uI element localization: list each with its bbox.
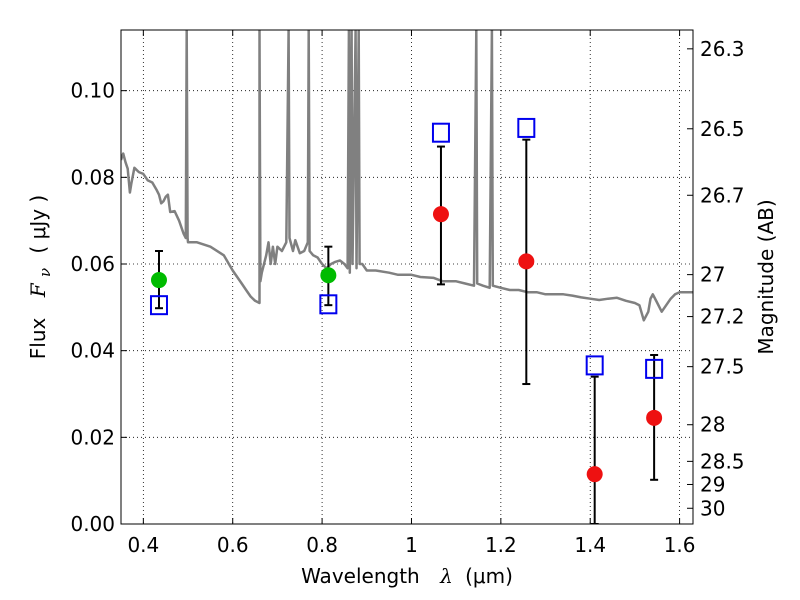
x-tick-label: 1.2 <box>485 533 517 557</box>
model-square-marker <box>517 117 536 138</box>
plot-area-background <box>121 30 693 524</box>
y-axis-label-prefix: Flux <box>26 317 50 359</box>
x-tick-label: 1.6 <box>664 533 696 557</box>
right-tick-label: 29 <box>700 472 725 496</box>
x-axis-label-prefix: Wavelength <box>301 564 420 588</box>
right-tick-label: 26.7 <box>700 183 745 207</box>
x-tick-label: 1 <box>405 533 418 557</box>
spectrum-line <box>121 30 693 322</box>
red-data-point <box>586 466 603 483</box>
x-axis-label: Wavelength λ (μm) <box>301 564 513 588</box>
red-data-point <box>646 409 663 426</box>
y-axis-label-symbol: F <box>26 282 50 298</box>
model-square-marker <box>431 122 450 143</box>
right-tick-label: 27 <box>700 263 725 287</box>
x-tick-label: 0.6 <box>217 533 249 557</box>
y-tick-label: 0.10 <box>70 79 115 103</box>
axis-ticks: 0.4 0.6 0.8 1 1.2 1.4 1.6 0.00 0.02 0.04 0.06 0.08 0… <box>70 30 745 557</box>
green-data-point <box>320 267 337 284</box>
green-data-point <box>150 272 167 289</box>
right-tick-label: 30 <box>700 496 725 520</box>
data-markers <box>149 117 664 483</box>
y-axis-label-unit: ( μJy ) <box>26 195 50 254</box>
model-square-marker <box>585 355 604 376</box>
y-tick-label: 0.00 <box>70 512 115 536</box>
x-axis-label-unit: (μm) <box>465 564 513 588</box>
y-tick-label: 0.06 <box>70 252 115 276</box>
y-tick-label: 0.02 <box>70 425 115 449</box>
right-tick-label: 26.3 <box>700 37 745 61</box>
right-tick-label: 26.5 <box>700 117 745 141</box>
x-tick-label: 1.4 <box>574 533 606 557</box>
model-square-marker <box>149 295 168 316</box>
y-tick-label: 0.08 <box>70 165 115 189</box>
spectrum-group <box>121 30 693 322</box>
red-data-point <box>432 206 449 223</box>
x-axis-label-symbol: λ <box>439 564 453 588</box>
right-tick-label: 27.2 <box>700 305 745 329</box>
plot-frame <box>120 29 694 525</box>
model-square-marker <box>645 358 664 379</box>
x-tick-label: 0.4 <box>127 533 159 557</box>
model-square-marker <box>319 294 338 315</box>
y-axis-label: Flux F ν ( μJy ) <box>26 195 55 359</box>
right-tick-label: 27.5 <box>700 355 745 379</box>
red-data-point <box>518 253 535 270</box>
right-tick-label: 28 <box>700 413 725 437</box>
x-tick-label: 0.8 <box>306 533 338 557</box>
y-tick-label: 0.04 <box>70 339 115 363</box>
right-tick-label: 28.5 <box>700 449 745 473</box>
right-axis-label: Magnitude (AB) <box>754 199 778 354</box>
y-axis-label-subscript: ν <box>36 268 54 277</box>
